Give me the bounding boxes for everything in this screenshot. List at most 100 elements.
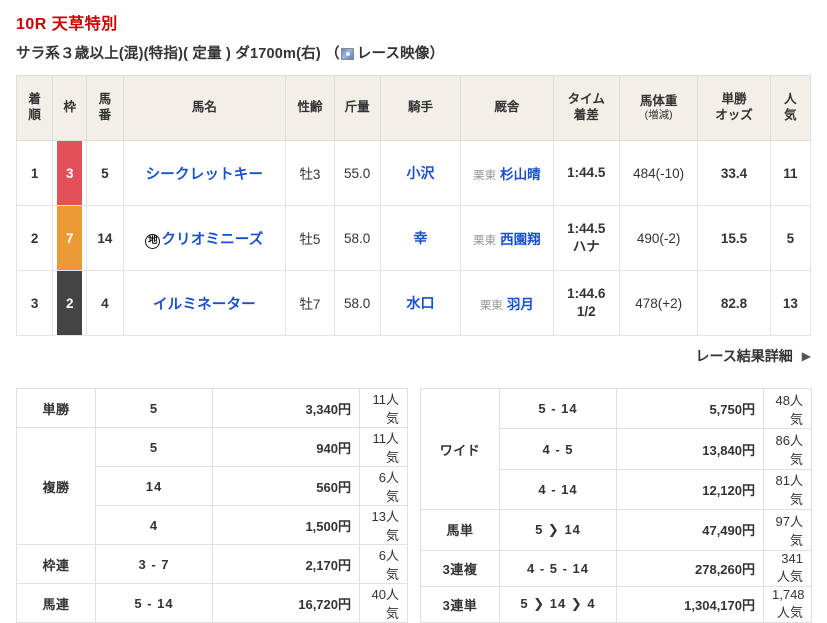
race-movie-label[interactable]: レース映像 (356, 46, 430, 62)
payout-type-umaren: 馬連 (16, 583, 96, 623)
payout-row-wakuren: 枠連 3 - 7 2,170円 6人気 (16, 544, 408, 584)
payout-table-right: ワイド 5 - 14 5,750円 48人気 4 - 5 13,840円 86人… (420, 387, 812, 623)
cell-weight-carried: 58.0 (333, 205, 381, 271)
margin-diff: ハナ (572, 239, 600, 254)
chevron-right-icon: ▶ (801, 349, 811, 363)
result-table-wrapper: 着 順 枠 馬 番 馬名 性齢 (15, 75, 812, 336)
payout-amount: 1,500円 (212, 505, 360, 545)
payout-popularity: 81人気 (763, 468, 812, 511)
race-detail-link[interactable]: レース結果詳細 ▶ (16, 346, 811, 366)
cell-horse-name[interactable]: シークレットキー (122, 140, 287, 206)
payout-popularity: 6人気 (359, 466, 408, 506)
payout-popularity: 40人気 (359, 583, 408, 623)
payout-amount: 2,170円 (212, 544, 360, 584)
payout-popularity: 13人気 (359, 505, 408, 545)
payout-amount: 5,750円 (616, 387, 764, 430)
cell-sex-age: 牡3 (285, 140, 335, 206)
cell-time: 1:44.6 1/2 (552, 270, 620, 336)
payout-row-sanrentan: 3連単 5 ❯ 14 ❯ 4 1,304,170円 1,748人気 (420, 585, 812, 623)
jockey-link[interactable]: 小沢 (406, 165, 435, 181)
race-result-page: 10R 天草特別 サラ系３歳以上(混)(特指)( 定量 ) ダ1700m(右) … (0, 16, 827, 623)
waku-badge: 2 (57, 271, 83, 335)
cell-jockey[interactable]: 幸 (379, 205, 462, 271)
payout-amount: 940円 (212, 427, 360, 467)
jockey-link[interactable]: 水口 (406, 295, 435, 311)
col-header-horse-weight: 馬体重 (増減) (618, 75, 699, 141)
cell-stable[interactable]: 栗東 杉山晴 (460, 140, 554, 206)
cell-horse-name[interactable]: イルミネーター (122, 270, 287, 336)
race-conditions: サラ系３歳以上(混)(特指)( 定量 ) ダ1700m(右) （ レース映像） (0, 34, 827, 63)
payout-combination: 5 ❯ 14 ❯ 4 (499, 585, 617, 623)
payout-row-umatan: 馬単 5 ❯ 14 47,490円 97人気 (420, 509, 812, 551)
payout-left-body: 単勝 5 3,340円 11人気 複勝 5 940円 11人気 14 560円 … (16, 388, 408, 623)
table-row[interactable]: 2 7 14 地クリオミニーズ 牡5 58.0 幸 栗東 西園翔 (15, 205, 812, 271)
col-header-umaban: 馬 番 (86, 75, 124, 141)
page-title: 10R 天草特別 (16, 16, 118, 33)
payout-popularity: 48人気 (763, 387, 812, 430)
payout-row-fukusho-3: 4 1,500円 13人気 (17, 505, 408, 545)
col-header-jockey: 騎手 (379, 75, 462, 141)
horse-name-link[interactable]: クリオミニーズ (161, 231, 264, 248)
payout-type-wakuren: 枠連 (16, 544, 96, 584)
payout-popularity: 97人気 (763, 509, 812, 551)
cell-weight-carried: 58.0 (333, 270, 381, 336)
table-row[interactable]: 3 2 4 イルミネーター 牡7 58.0 水口 栗東 羽月 (15, 270, 812, 336)
payout-combination: 4 - 14 (499, 468, 617, 511)
payout-row-wide-2: 4 - 5 13,840円 86人気 (421, 428, 812, 470)
table-row[interactable]: 1 3 5 シークレットキー 牡3 55.0 小沢 栗東 杉山晴 (15, 140, 812, 206)
cell-popularity: 5 (769, 205, 812, 271)
cell-time: 1:44.5 (552, 140, 620, 206)
payout-type-sanrentan: 3連単 (420, 585, 500, 623)
payout-type-sanrenpuku: 3連複 (420, 549, 500, 587)
cell-umaban: 5 (86, 140, 124, 206)
col-header-popularity: 人 気 (769, 75, 812, 141)
cell-win-odds: 15.5 (697, 205, 771, 271)
margin-diff: 1/2 (576, 304, 596, 319)
cell-popularity: 11 (769, 140, 812, 206)
race-result-table: 着 順 枠 馬 番 馬名 性齢 (15, 75, 812, 336)
payout-popularity: 341人気 (763, 549, 812, 587)
horse-name-link[interactable]: イルミネーター (152, 296, 256, 313)
col-header-sex-age: 性齢 (285, 75, 335, 141)
payout-popularity: 1,748人気 (763, 585, 812, 623)
payout-amount: 560円 (212, 466, 360, 506)
col-header-stable: 厩舎 (460, 75, 554, 141)
cell-rank: 3 (15, 270, 54, 336)
payout-amount: 16,720円 (212, 583, 360, 623)
race-movie-link[interactable]: （ レース映像） (325, 46, 444, 62)
waku-badge: 7 (57, 206, 83, 270)
payout-combination: 4 - 5 - 14 (499, 549, 617, 587)
payout-amount: 47,490円 (616, 509, 764, 551)
cell-waku: 7 (52, 205, 88, 271)
stable-belong-label: 栗東 (473, 170, 497, 182)
cell-stable[interactable]: 栗東 西園翔 (460, 205, 554, 271)
horse-name-link[interactable]: シークレットキー (145, 166, 264, 183)
finish-time: 1:44.5 (567, 165, 606, 181)
payout-row-wide-3: 4 - 14 12,120円 81人気 (421, 468, 812, 511)
trainer-link[interactable]: 杉山晴 (500, 167, 541, 182)
col-header-weight-carried: 斤量 (333, 75, 381, 141)
paren-close: ） (429, 46, 445, 62)
result-table-body: 1 3 5 シークレットキー 牡3 55.0 小沢 栗東 杉山晴 (15, 140, 812, 336)
payout-combination: 5 (95, 427, 213, 467)
payout-combination: 5 (95, 388, 213, 428)
cell-waku: 3 (52, 140, 88, 206)
payout-combination: 4 (95, 505, 213, 545)
race-detail-label[interactable]: レース結果詳細 (695, 348, 793, 364)
payout-type-umatan: 馬単 (420, 509, 500, 551)
cell-jockey[interactable]: 水口 (379, 270, 462, 336)
trainer-link[interactable]: 西園翔 (500, 232, 541, 247)
cell-horse-name[interactable]: 地クリオミニーズ (122, 205, 287, 271)
cell-jockey[interactable]: 小沢 (379, 140, 462, 206)
payout-type-tansho: 単勝 (16, 388, 96, 428)
finish-time: 1:44.5 (567, 221, 606, 237)
payout-type-fukusho: 複勝 (16, 427, 96, 545)
cell-sex-age: 牡7 (285, 270, 335, 336)
cell-stable[interactable]: 栗東 羽月 (460, 270, 554, 336)
jockey-link[interactable]: 幸 (413, 230, 428, 246)
cell-horse-weight: 484(-10) (618, 140, 699, 206)
payout-combination: 5 ❯ 14 (499, 509, 617, 551)
trainer-link[interactable]: 羽月 (506, 297, 534, 312)
payout-combination: 4 - 5 (499, 428, 617, 470)
payout-amount: 12,120円 (616, 468, 764, 511)
